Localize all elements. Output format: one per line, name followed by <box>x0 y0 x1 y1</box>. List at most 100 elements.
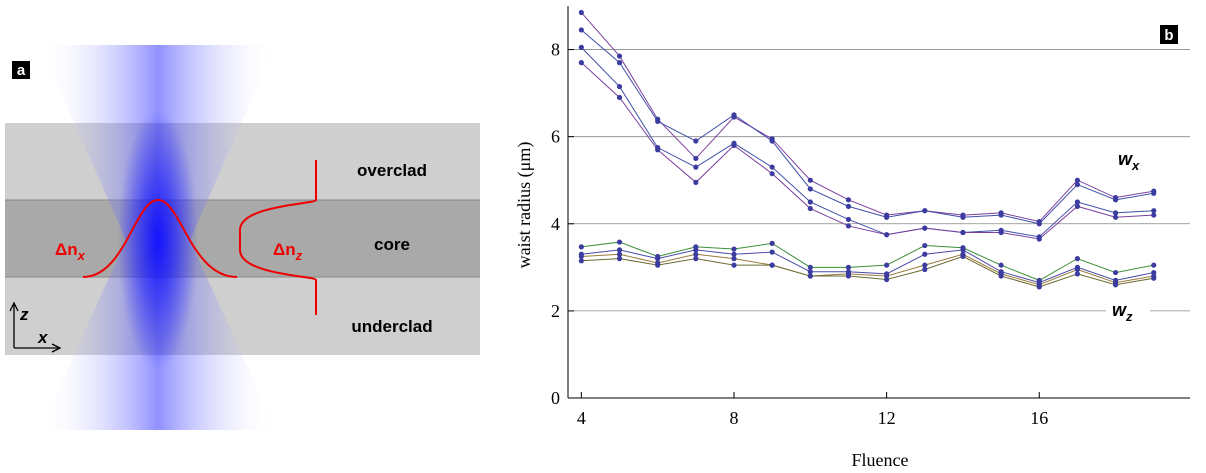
annotation-bg <box>1106 298 1150 324</box>
annotation-text: w <box>1112 300 1127 320</box>
data-point <box>807 205 813 212</box>
data-point <box>922 266 928 273</box>
data-point <box>1074 181 1081 188</box>
data-point <box>578 258 584 264</box>
data-point <box>884 276 890 283</box>
x-tick-label: 12 <box>878 408 896 428</box>
dn-x-profile <box>82 198 238 278</box>
data-point <box>845 223 852 229</box>
data-point <box>922 208 928 214</box>
axis-label: z <box>19 305 29 324</box>
y-axis-label: waist radius (μm) <box>514 142 535 269</box>
data-point <box>845 273 852 279</box>
data-point <box>769 138 775 144</box>
data-point <box>884 262 890 268</box>
data-point <box>922 251 928 257</box>
data-point <box>884 232 890 238</box>
data-point <box>998 212 1004 218</box>
data-point <box>1036 221 1042 227</box>
profile-text: Δn <box>55 240 78 259</box>
profile-label: Δnx <box>55 240 86 263</box>
data-point <box>693 155 699 162</box>
data-point <box>960 247 966 253</box>
data-point <box>807 177 813 183</box>
data-point <box>998 229 1004 236</box>
series-line <box>581 62 1154 240</box>
data-point <box>807 269 813 275</box>
series-line <box>581 253 1154 286</box>
y-tick-label: 8 <box>551 40 560 60</box>
data-point <box>1112 210 1119 216</box>
data-point <box>807 264 813 270</box>
data-point <box>1151 262 1157 268</box>
data-point <box>998 262 1004 268</box>
data-point <box>1151 190 1157 196</box>
data-point <box>1036 236 1042 242</box>
data-point <box>769 164 775 170</box>
data-point <box>960 229 966 236</box>
data-point <box>731 251 737 257</box>
data-point <box>1151 208 1157 214</box>
data-point <box>616 247 623 253</box>
annotation-bg <box>1112 147 1156 173</box>
data-point <box>616 94 623 101</box>
series-line <box>581 241 1154 281</box>
data-point <box>769 249 775 255</box>
data-point <box>769 262 775 268</box>
x-axis-label: Fluence <box>852 450 909 470</box>
data-point <box>1112 269 1119 276</box>
y-tick-label: 0 <box>551 388 560 408</box>
data-point <box>731 256 737 262</box>
chart: Fluence waist radius (μm) b 0 2 4 6 8 4 8 12 16 w… <box>514 6 1190 470</box>
data-point <box>922 242 928 249</box>
y-tick-label: 4 <box>551 214 560 234</box>
diagram: a overclad core underclad Δnx Δnz z x <box>5 45 480 430</box>
profile-sub: x <box>77 248 86 263</box>
x-tick-label: 4 <box>577 408 586 428</box>
data-point <box>616 60 623 66</box>
dn-z-profile <box>239 160 317 315</box>
panel-label-box <box>12 61 30 79</box>
data-point <box>578 9 584 16</box>
data-point <box>1112 197 1119 203</box>
data-point <box>655 147 661 153</box>
data-point <box>616 251 623 257</box>
beam-focus <box>118 110 198 370</box>
y-tick-label: 2 <box>551 301 560 321</box>
profile-sub: z <box>295 248 303 263</box>
data-point <box>1112 214 1119 220</box>
data-point <box>693 138 699 144</box>
data-point <box>616 239 623 245</box>
annotation: wx <box>1118 149 1140 173</box>
data-point <box>731 142 737 148</box>
data-point <box>884 214 890 220</box>
x-tick-label: 16 <box>1030 408 1048 428</box>
data-point <box>845 216 852 223</box>
data-point <box>807 199 813 205</box>
data-point <box>693 179 699 185</box>
y-tick-label: 6 <box>551 127 560 147</box>
data-point <box>998 273 1004 279</box>
data-point <box>578 60 584 66</box>
series-line <box>581 249 1154 284</box>
data-point <box>578 244 584 250</box>
data-point <box>1074 177 1081 183</box>
data-point <box>1151 212 1157 218</box>
series-line <box>581 29 1154 225</box>
data-point <box>578 44 584 50</box>
layer-label: underclad <box>351 317 432 336</box>
panel-label: b <box>1164 27 1173 44</box>
series-line <box>580 47 1154 238</box>
profile-label: Δnz <box>273 240 303 263</box>
data-point <box>960 253 966 260</box>
data-point <box>845 264 852 270</box>
data-point <box>693 251 699 257</box>
data-point <box>616 53 623 59</box>
data-point <box>693 256 699 262</box>
data-point <box>578 253 584 260</box>
data-point <box>960 214 966 220</box>
data-point <box>655 256 661 262</box>
annotation-sub: z <box>1125 309 1133 324</box>
data-point <box>731 246 737 252</box>
annotation-text: w <box>1118 149 1133 169</box>
